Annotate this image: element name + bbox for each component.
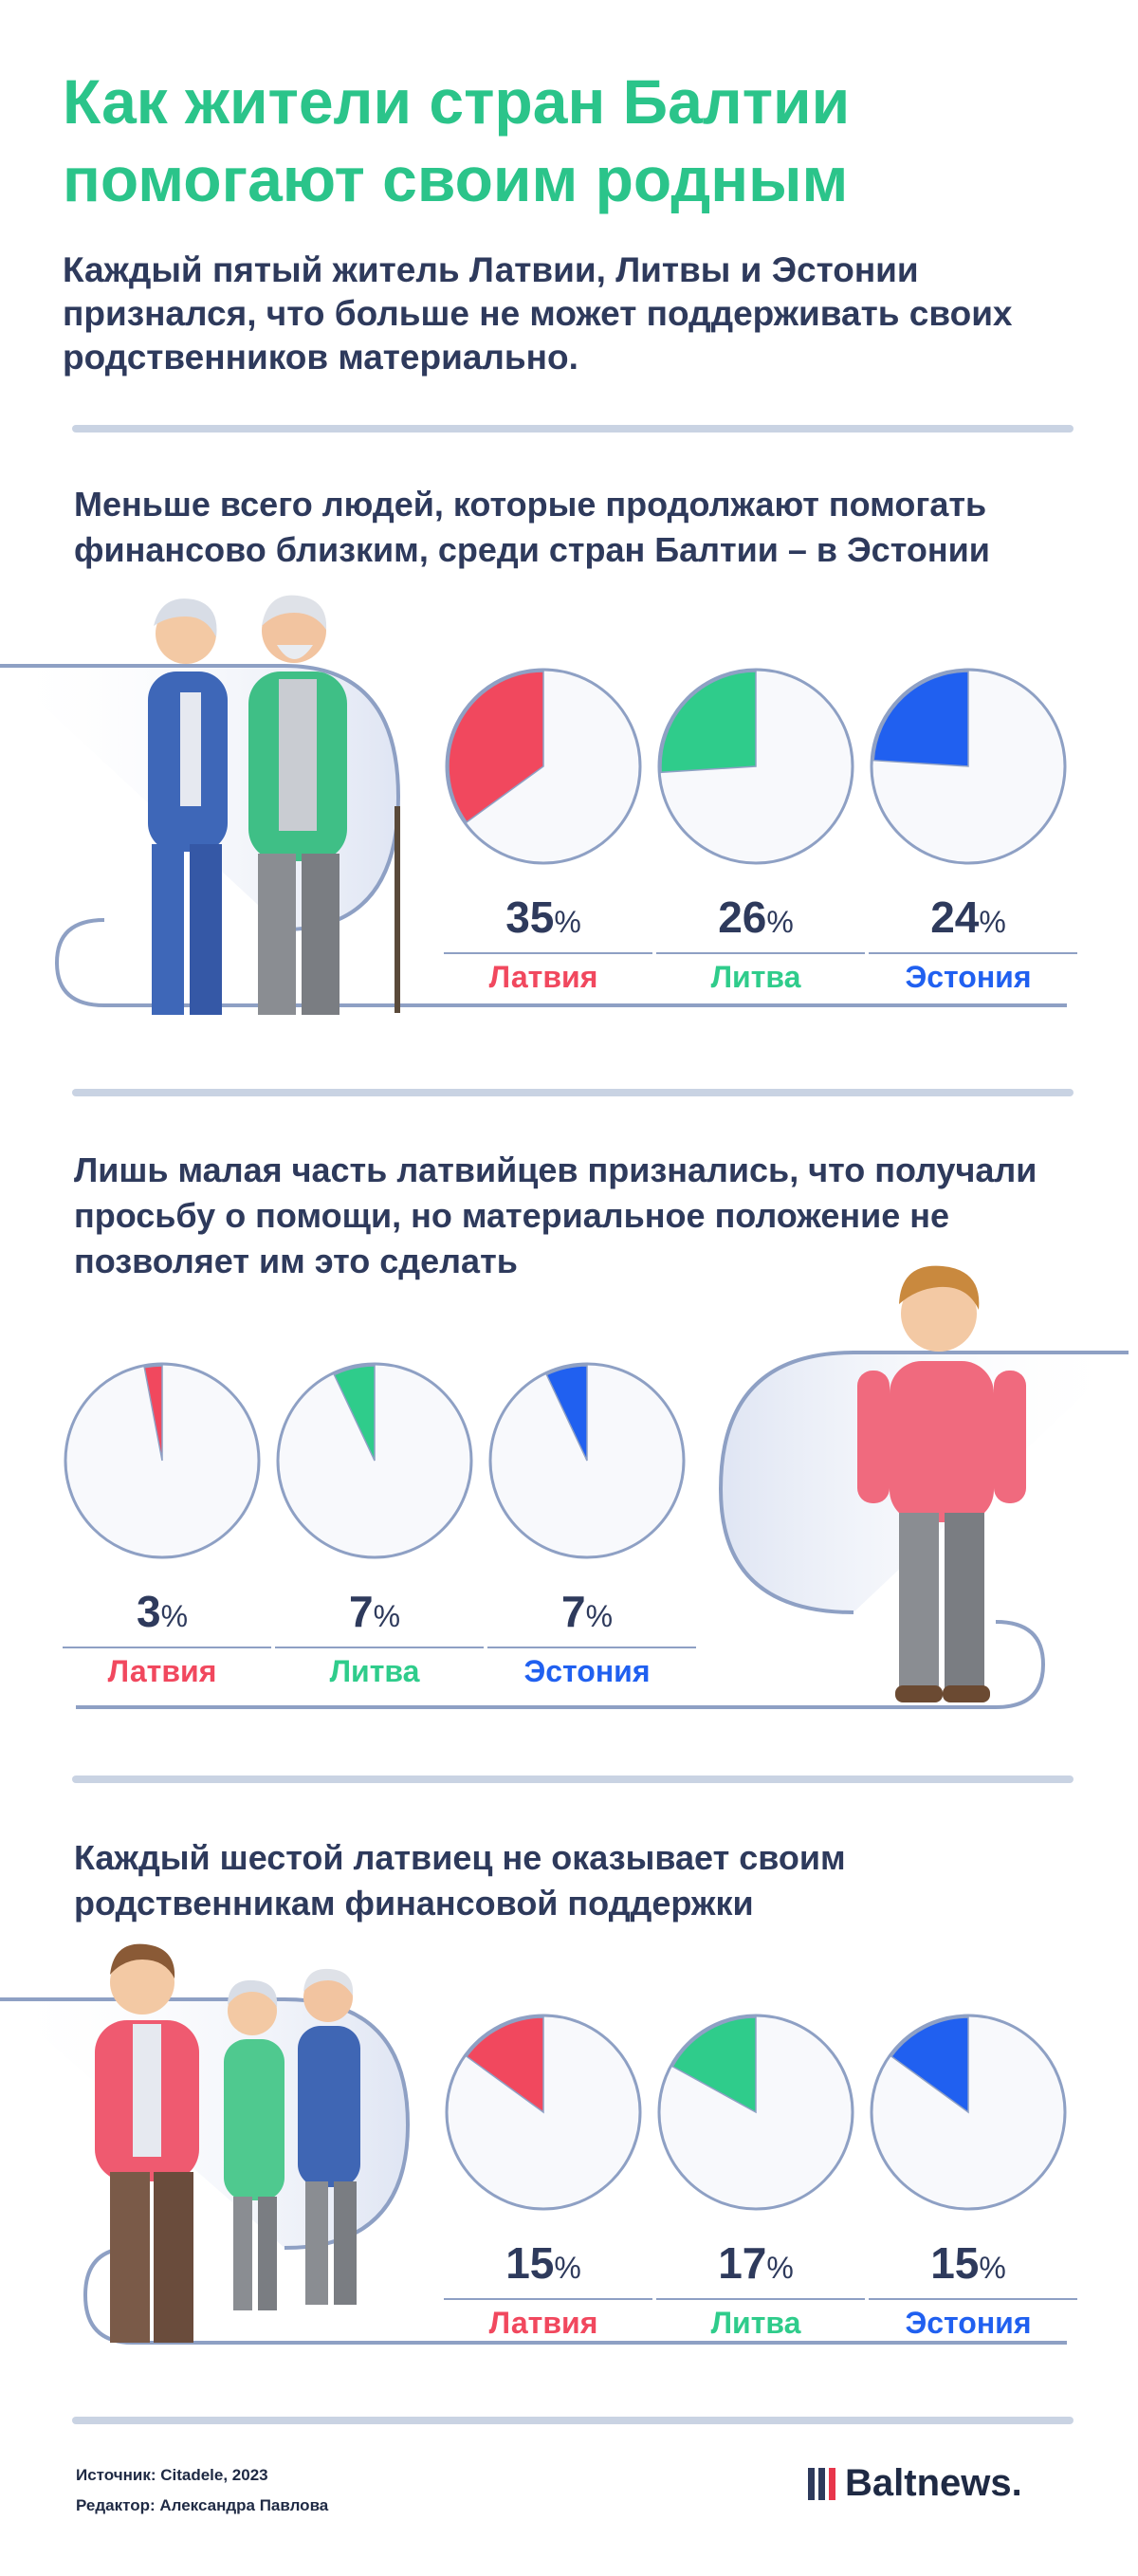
country-label: Эстония — [905, 2306, 1032, 2340]
country-label: Литва — [329, 1654, 420, 1688]
percent-sign: % — [766, 2251, 794, 2285]
underline — [656, 2298, 865, 2300]
pie-slice — [545, 1365, 588, 1462]
pie-item: 3% Латвия — [63, 1361, 271, 1690]
pie-chart — [488, 1362, 686, 1559]
pie-value: 3 — [136, 1587, 161, 1636]
pie-value: 7 — [560, 1587, 586, 1636]
country-label: Литва — [710, 960, 801, 994]
divider — [72, 2417, 1074, 2424]
percent-sign: % — [160, 1599, 189, 1633]
pie-item: 24% Эстония — [869, 667, 1077, 996]
pie-value: 15 — [930, 2238, 980, 2288]
pie-chart — [870, 668, 1067, 865]
pie-item: 17% Литва — [656, 2013, 865, 2342]
pie-chart — [870, 2014, 1067, 2211]
country-label: Эстония — [523, 1654, 651, 1688]
pie-value: 7 — [348, 1587, 374, 1636]
underline — [63, 1647, 271, 1648]
pie-chart — [445, 2014, 642, 2211]
pie-chart — [657, 2014, 854, 2211]
pie-chart — [445, 668, 642, 865]
pie-value: 26 — [718, 892, 767, 942]
pie-item: 35% Латвия — [444, 667, 652, 996]
pie-value: 15 — [505, 2238, 555, 2288]
editor-text: Редактор: Александра Павлова — [76, 2496, 329, 2514]
percent-sign: % — [554, 2251, 581, 2285]
country-label: Латвия — [488, 960, 598, 994]
pie-chart — [657, 668, 854, 865]
pie-slice — [448, 671, 544, 823]
divider — [72, 1776, 1074, 1783]
pie-item: 26% Литва — [656, 667, 865, 996]
elderly-couple-illustration — [148, 595, 400, 1015]
underline — [869, 952, 1077, 954]
country-label: Латвия — [107, 1654, 217, 1688]
section-3-title: Каждый шестой латвиец не оказывает своим… — [74, 1838, 846, 1923]
underline — [275, 1647, 484, 1648]
underline — [444, 2298, 652, 2300]
percent-sign: % — [585, 1599, 614, 1633]
percent-sign: % — [373, 1599, 401, 1633]
percent-sign: % — [766, 905, 794, 939]
pie-value: 35 — [505, 892, 555, 942]
underline — [869, 2298, 1077, 2300]
logo-bars-icon — [808, 2467, 835, 2500]
baltnews-logo: Baltnews. — [808, 2462, 1022, 2505]
pie-slice — [890, 2016, 969, 2114]
divider — [72, 425, 1074, 432]
sad-man-illustration — [857, 1265, 1026, 1702]
country-label: Эстония — [905, 960, 1032, 994]
page-title: Как жители стран Балтии помогают своим р… — [63, 66, 851, 214]
logo-text: Baltnews. — [845, 2462, 1022, 2504]
pie-slice — [872, 671, 969, 767]
percent-sign: % — [979, 2251, 1006, 2285]
percent-sign: % — [979, 905, 1006, 939]
pie-item: 15% Эстония — [869, 2013, 1077, 2342]
underline — [487, 1647, 696, 1648]
pie-chart — [276, 1362, 473, 1559]
section-1-title: Меньше всего людей, которые продолжают п… — [74, 485, 990, 569]
pie-slice — [660, 671, 757, 774]
divider — [72, 1089, 1074, 1096]
section-2-title: Лишь малая часть латвийцев признались, ч… — [74, 1150, 1037, 1280]
country-label: Литва — [710, 2306, 801, 2340]
pie-value: 24 — [930, 892, 980, 942]
pie-slice — [333, 1365, 376, 1462]
pie-slice — [671, 2016, 757, 2114]
underline — [656, 952, 865, 954]
pie-item: 7% Эстония — [487, 1361, 696, 1690]
family-illustration — [95, 1943, 360, 2343]
pie-item: 7% Литва — [275, 1361, 484, 1690]
lead-text: Каждый пятый житель Латвии, Литвы и Эсто… — [63, 250, 1013, 377]
underline — [444, 952, 652, 954]
percent-sign: % — [554, 905, 581, 939]
pie-item: 15% Латвия — [444, 2013, 652, 2342]
pie-slice — [466, 2016, 544, 2114]
pie-value: 17 — [718, 2238, 767, 2288]
country-label: Латвия — [488, 2306, 598, 2340]
pie-chart — [64, 1362, 261, 1559]
pie-slice — [143, 1365, 163, 1462]
source-text: Источник: Citadele, 2023 — [76, 2466, 268, 2484]
